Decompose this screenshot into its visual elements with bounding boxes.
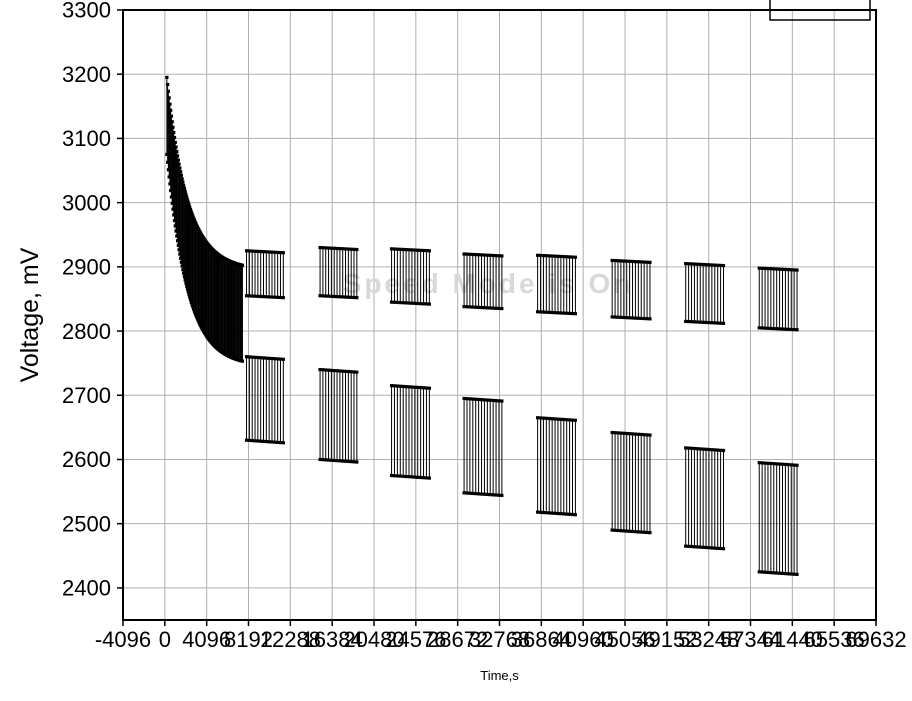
ytick-label: 3300 (62, 0, 111, 23)
xtick-label: -4096 (95, 627, 151, 652)
ytick-label: 2400 (62, 576, 111, 601)
watermark: Speed Mode is On (343, 268, 634, 299)
ytick-label: 2800 (62, 319, 111, 344)
ytick-label: 2600 (62, 447, 111, 472)
x-axis-label: Time,s (480, 668, 519, 683)
ytick-label: 2700 (62, 383, 111, 408)
ytick-label: 3100 (62, 126, 111, 151)
y-axis-label: Voltage, mV (16, 247, 44, 382)
ytick-label: 2500 (62, 511, 111, 536)
xtick-label: 69632 (845, 627, 906, 652)
ytick-label: 3000 (62, 190, 111, 215)
xtick-label: 0 (159, 627, 171, 652)
ytick-label: 3200 (62, 62, 111, 87)
voltage-time-chart: Speed Mode is On 2400 2500 2600 2700 2800 2900… (0, 0, 912, 701)
ytick-label: 2900 (62, 255, 111, 280)
